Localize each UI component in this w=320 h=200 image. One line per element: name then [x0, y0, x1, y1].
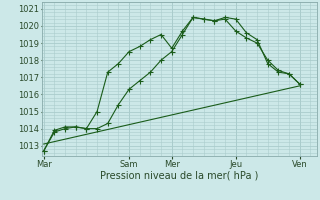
X-axis label: Pression niveau de la mer( hPa ): Pression niveau de la mer( hPa )	[100, 171, 258, 181]
